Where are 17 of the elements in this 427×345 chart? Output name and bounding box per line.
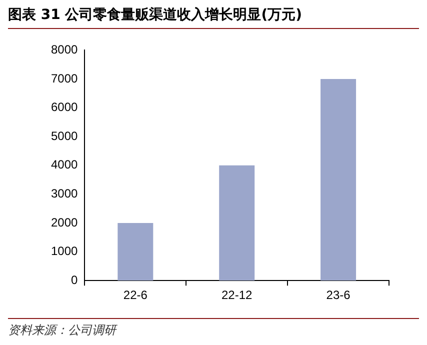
y-tick-label: 5000 xyxy=(50,128,78,143)
bar xyxy=(320,79,356,281)
y-tick-label: 4000 xyxy=(50,158,78,172)
bar xyxy=(118,223,154,281)
y-tick-label: 8000 xyxy=(50,42,78,57)
x-tick-label: 22-12 xyxy=(221,288,253,302)
y-tick-label: 3000 xyxy=(50,186,78,201)
x-tick-label: 23-6 xyxy=(326,288,351,302)
y-tick-label: 2000 xyxy=(50,215,78,230)
y-tick-label: 7000 xyxy=(50,71,78,86)
chart-title: 图表 31 公司零食量贩渠道收入增长明显(万元) xyxy=(8,6,419,29)
y-tick-label: 1000 xyxy=(50,244,78,258)
y-tick-label: 0 xyxy=(71,272,78,287)
text: 资料来源：公司调研 xyxy=(8,318,419,339)
y-tick-label: 6000 xyxy=(50,100,78,114)
bar xyxy=(219,165,255,281)
x-tick-label: 22-6 xyxy=(123,288,148,302)
